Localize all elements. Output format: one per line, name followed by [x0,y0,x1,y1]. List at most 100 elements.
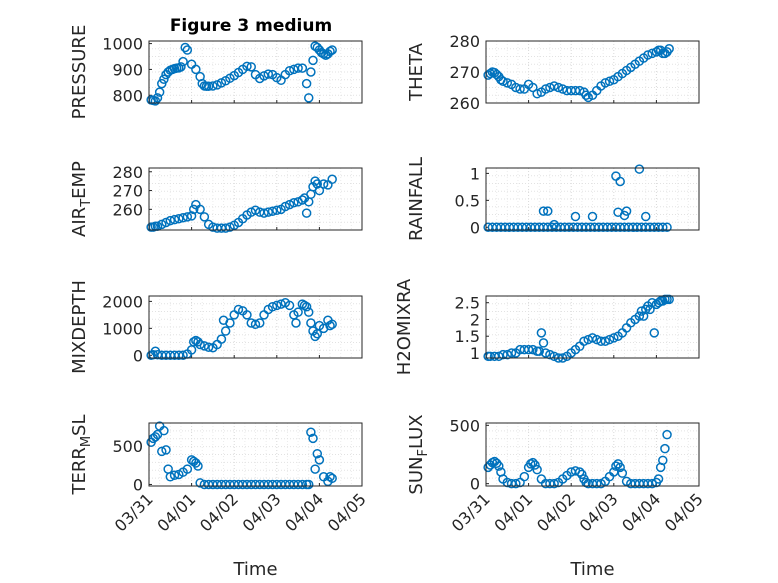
data-point [511,478,521,489]
data-point [310,331,320,342]
y-tick-label: 0 [470,475,480,494]
y-tick-label: 270 [112,182,143,201]
data-point [540,348,551,358]
data-point [246,62,256,72]
data-point [178,56,188,67]
data-point [604,76,615,87]
data-point [310,464,320,474]
data-point [195,339,205,350]
y-tick-label: 900 [112,60,143,79]
subplot-5: 0 1000 2000 MIXDEPTH [69,280,363,374]
data-point [301,78,312,89]
data-point [178,350,188,361]
data-point [225,222,235,232]
data-point [225,318,235,328]
data-point [325,320,335,331]
data-point [154,87,165,97]
data-point [660,443,670,454]
data-point [494,351,504,362]
data-point [327,45,337,55]
data-point [615,462,625,473]
y-tick-label: 270 [449,63,480,82]
data-point [250,205,261,216]
y-tick-label: 2.5 [455,294,480,313]
data-point [600,336,611,346]
data-point [308,55,318,66]
data-point [540,84,551,94]
x-tick-label: 04/03 [239,489,285,535]
data-point [169,470,180,480]
data-point [318,179,329,189]
data-point [545,349,555,360]
data-point [658,222,668,233]
data-point [263,69,274,79]
data-point [549,351,559,362]
y-tick-label: 1000 [102,319,143,338]
y-tick-label: 260 [112,200,143,219]
figure-title: Figure 3 medium [170,16,332,36]
data-point [263,207,274,217]
data-point [304,93,314,103]
data-point [658,296,668,306]
data-point [199,341,210,351]
data-point [651,47,662,57]
data-point [301,208,312,218]
axes-box [148,422,363,487]
data-point [587,333,598,343]
y-tick-label: 2 [470,310,480,329]
axes-box [485,167,700,231]
data-point [188,204,199,215]
data-point [308,433,318,444]
data-point [220,326,231,336]
data-point [325,472,335,482]
y-axis-label: AIRTEMP [69,161,94,237]
data-point [208,81,218,91]
y-axis-label: MIXDEPTH [69,280,90,374]
data-point [159,425,169,436]
data-point [176,62,186,72]
data-point [327,174,337,185]
data-point [649,328,660,338]
data-point [592,334,602,345]
data-point [502,349,513,360]
y-tick-label: 1.5 [455,327,480,346]
data-point [291,318,301,328]
y-axis-label: RAINFALL [406,157,427,241]
x-tick-label: 03/31 [448,489,494,535]
data-point [579,336,589,346]
y-tick-label: 0 [133,346,143,365]
data-point [182,212,193,222]
y-tick-label: 500 [112,437,143,456]
data-point [662,222,672,233]
data-point [150,432,161,442]
x-tick-label: 04/03 [576,489,622,535]
data-point [157,219,167,230]
data-point [647,478,657,489]
data-point [193,461,203,471]
data-point [528,344,538,355]
axes-box [485,422,700,487]
data-point [284,199,295,210]
data-point [498,349,508,360]
data-point [557,84,568,94]
data-point [664,44,674,54]
data-point [182,464,193,474]
data-point [596,336,606,346]
data-point [615,176,625,187]
data-point [259,208,269,218]
data-point [169,214,180,225]
y-tick-label: 0 [470,218,480,237]
data-point [581,90,591,100]
data-point [314,185,325,196]
y-tick-label: 500 [449,416,480,435]
subplot-2: 260 270 280 THETA [406,32,700,113]
data-point [536,328,547,338]
data-point [523,344,534,355]
data-point [304,307,314,317]
data-point [570,85,581,96]
subplot-6: 11.522.5 H2OMIXRA [394,278,700,375]
data-point [519,471,530,482]
x-tick-label: 04/01 [490,489,536,535]
